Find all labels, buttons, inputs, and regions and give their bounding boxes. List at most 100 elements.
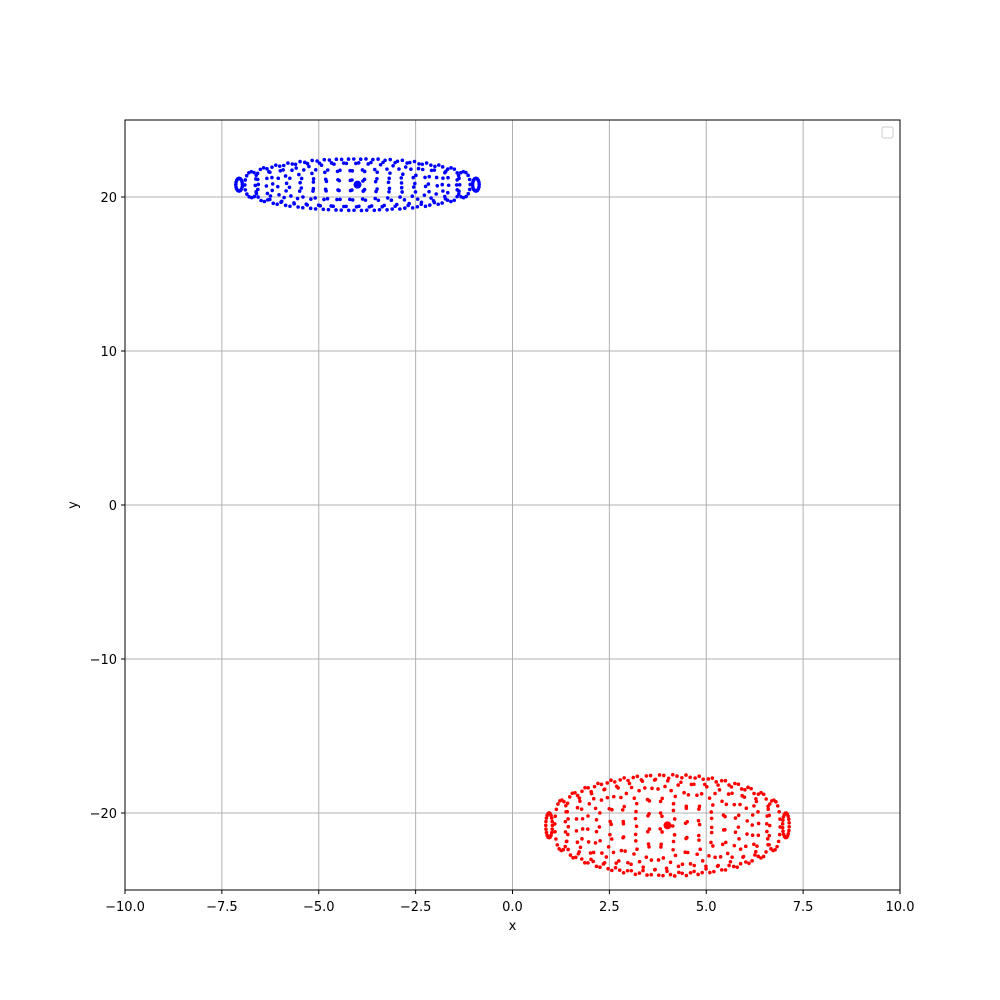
scatter-point — [700, 859, 705, 863]
scatter-point — [281, 168, 285, 172]
scatter-point — [563, 830, 568, 834]
scatter-point — [298, 159, 302, 164]
scatter-point — [578, 799, 582, 803]
scatter-point — [695, 852, 699, 857]
scatter-point — [556, 802, 560, 806]
scatter-point — [265, 191, 270, 196]
scatter-point — [422, 193, 427, 197]
scatter-point — [459, 194, 463, 199]
scatter-point — [744, 806, 749, 811]
scatter-point — [716, 783, 720, 787]
scatter-point — [321, 207, 326, 212]
scatter-point — [375, 170, 380, 175]
scatter-point — [637, 788, 641, 793]
scatter-point — [586, 786, 590, 790]
scatter-point — [371, 157, 375, 162]
scatter-point — [761, 792, 766, 797]
scatter-point — [696, 833, 701, 838]
scatter-point — [733, 816, 738, 820]
scatter-point — [414, 173, 418, 178]
scatter-point — [659, 845, 663, 849]
scatter-point — [586, 814, 590, 818]
x-axis-label: x — [509, 919, 517, 934]
scatter-point — [606, 845, 611, 849]
scatter-point — [243, 183, 247, 187]
scatter-point — [626, 860, 630, 865]
scatter-point — [436, 202, 441, 207]
scatter-point — [648, 773, 653, 778]
scatter-point — [629, 785, 634, 790]
scatter-point — [597, 825, 602, 829]
scatter-point — [632, 796, 637, 801]
scatter-point — [666, 776, 671, 781]
scatter-point — [423, 204, 428, 209]
scatter-point — [619, 795, 623, 800]
scatter-point — [419, 202, 424, 207]
scatter-point — [338, 197, 342, 202]
scatter-point — [296, 205, 300, 209]
scatter-point — [376, 157, 380, 161]
scatter-point — [765, 829, 769, 834]
scatter-point — [445, 190, 450, 195]
scatter-point — [565, 801, 570, 806]
scatter-point — [634, 801, 639, 806]
scatter-point — [271, 201, 276, 206]
scatter-point — [621, 870, 626, 875]
x-tick-label: −5.0 — [303, 900, 335, 915]
scatter-point — [604, 855, 609, 859]
scatter-point — [253, 183, 258, 188]
scatter-point — [664, 866, 669, 871]
scatter-point — [399, 176, 404, 180]
scatter-point — [449, 199, 453, 204]
scatter-point — [660, 830, 664, 834]
x-tick-label: 2.5 — [599, 900, 620, 915]
scatter-point — [442, 194, 447, 199]
scatter-point — [329, 161, 334, 165]
x-tick-label: 10.0 — [886, 900, 915, 915]
scatter-point — [689, 782, 694, 787]
scatter-point — [313, 168, 318, 172]
scatter-point — [545, 833, 549, 838]
y-axis-label: y — [66, 501, 81, 509]
scatter-point — [709, 840, 713, 845]
scatter-point — [747, 861, 751, 866]
scatter-point — [284, 189, 288, 193]
scatter-point — [288, 204, 292, 209]
scatter-point — [557, 847, 561, 851]
scatter-point — [274, 163, 278, 167]
scatter-point — [656, 873, 661, 877]
scatter-point — [702, 782, 707, 787]
scatter-point — [283, 203, 288, 208]
scatter-point — [619, 848, 624, 853]
scatter-point — [554, 807, 559, 812]
scatter-point — [754, 799, 759, 804]
scatter-point — [549, 830, 554, 835]
scatter-point — [677, 870, 681, 875]
scatter-point — [741, 855, 745, 859]
scatter-point — [399, 181, 404, 185]
scatter-point — [426, 182, 431, 186]
scatter-point — [341, 161, 346, 165]
scatter-point — [752, 791, 756, 796]
scatter-point — [684, 806, 689, 810]
scatter-point — [787, 824, 791, 829]
scatter-point — [322, 197, 326, 202]
scatter-point — [680, 862, 685, 866]
scatter-point — [378, 162, 383, 167]
scatter-point — [244, 173, 249, 178]
scatter-point — [339, 157, 344, 162]
scatter-point — [403, 165, 408, 169]
scatter-point — [767, 823, 772, 828]
scatter-point — [397, 167, 401, 171]
scatter-point — [316, 203, 321, 207]
scatter-point — [400, 190, 404, 194]
scatter-point — [441, 176, 445, 180]
scatter-point — [736, 813, 741, 818]
scatter-point — [283, 174, 288, 178]
scatter-point — [354, 161, 358, 166]
scatter-point — [706, 777, 711, 781]
scatter-point — [728, 859, 733, 864]
scatter-point — [243, 178, 248, 182]
scatter-point — [322, 157, 327, 162]
scatter-point — [750, 833, 755, 838]
